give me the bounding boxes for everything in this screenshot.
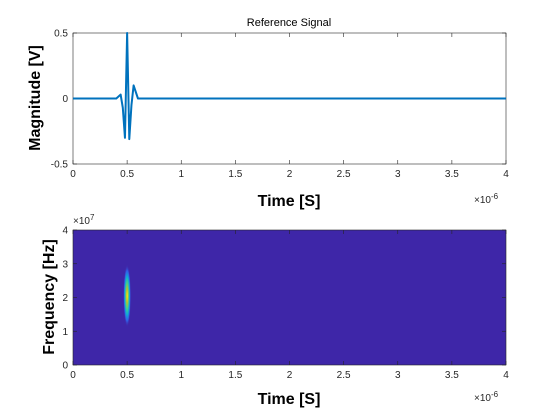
- spectrogram-x-tick-label: 0.5: [120, 370, 134, 381]
- spectrogram-y-axis-label: Frequency [Hz]: [41, 239, 58, 355]
- spectrogram-x-tick-label: 3.5: [445, 370, 459, 381]
- signal-x-tick-label: 3: [395, 169, 401, 180]
- signal-x-tick-label: 0: [70, 169, 76, 180]
- spectrogram-background: [73, 230, 506, 365]
- signal-x-exponent-base: ×10: [474, 195, 491, 206]
- spectrogram-x-exponent: ×10-6: [474, 390, 499, 404]
- signal-x-tick-label: 2: [287, 169, 293, 180]
- signal-x-exponent: ×10-6: [474, 192, 499, 206]
- spectrogram-y-tick-label: 3: [62, 259, 68, 270]
- spectrogram-x-exponent-base: ×10: [474, 393, 491, 404]
- spectrogram-x-tick-label: 1: [178, 370, 184, 381]
- spectrogram-y-tick-label: 4: [62, 226, 68, 237]
- spectrogram-x-tick-label: 0: [70, 370, 76, 381]
- spectrogram-clip: [73, 230, 506, 365]
- spectrogram-y-tick-label: 1: [62, 327, 68, 338]
- signal-x-tick-label: 0.5: [120, 169, 134, 180]
- spectrogram-ticks: 0 0.5 1 1.5 2 2.5 3 3.5 4 0 1 2 3 4: [62, 226, 509, 382]
- signal-x-tick-label: 1: [178, 169, 184, 180]
- signal-chart: Reference Signal 0 0.5 1 1.5 2 2.5 3 3.5 4-0.500…: [27, 17, 509, 210]
- spectrogram-x-tick-label: 4: [503, 370, 509, 381]
- spectrogram-x-tick-label: 2.5: [337, 370, 351, 381]
- spectrogram-x-tick-label: 3: [395, 370, 401, 381]
- spectrogram-y-exponent-power: 7: [90, 213, 95, 222]
- signal-x-tick-label: 1.5: [228, 169, 242, 180]
- spectrogram-y-tick-label: 2: [62, 293, 68, 304]
- spectrogram-x-tick-label: 1.5: [228, 370, 242, 381]
- spectrogram-y-tick-label: 0: [62, 361, 68, 372]
- signal-series-line: [73, 32, 506, 141]
- signal-ticks: 0 0.5 1 1.5 2 2.5 3 3.5 4-0.500.5: [51, 29, 509, 181]
- spectrogram-y-exponent-base: ×10: [73, 216, 90, 227]
- signal-x-exponent-power: -6: [491, 192, 499, 201]
- spectrogram-chart: 0 0.5 1 1.5 2 2.5 3 3.5 4 0 1 2 3 4 Time [S] Frequenc…: [41, 213, 509, 408]
- signal-y-axis-label: Magnitude [V]: [27, 45, 44, 151]
- signal-y-tick-label: 0.5: [54, 29, 68, 40]
- spectrogram-energy-blob: [123, 264, 131, 328]
- signal-x-axis-label: Time [S]: [258, 193, 321, 210]
- spectrogram-x-exponent-power: -6: [491, 390, 499, 399]
- spectrogram-x-tick-label: 2: [287, 370, 293, 381]
- signal-x-tick-label: 4: [503, 169, 509, 180]
- signal-x-tick-label: 2.5: [337, 169, 351, 180]
- signal-x-tick-label: 3.5: [445, 169, 459, 180]
- signal-chart-title: Reference Signal: [247, 17, 331, 29]
- spectrogram-x-axis-label: Time [S]: [258, 391, 321, 408]
- signal-y-tick-label: 0: [62, 94, 68, 105]
- spectrogram-y-exponent: ×107: [73, 213, 95, 227]
- signal-y-tick-label: -0.5: [51, 160, 69, 171]
